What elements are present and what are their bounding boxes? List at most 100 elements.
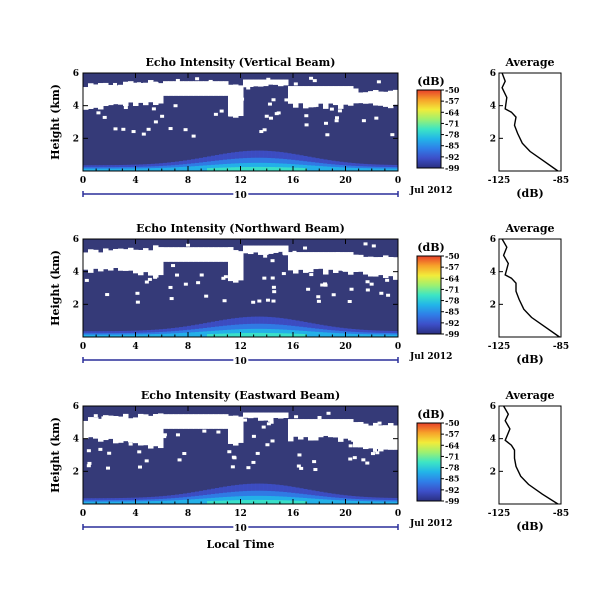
echo-band-cell xyxy=(339,333,344,337)
noecho-cell xyxy=(133,249,139,274)
noecho-speck xyxy=(251,300,256,304)
noecho-speck xyxy=(86,449,91,453)
noecho-speck xyxy=(376,80,381,84)
echo-band-cell xyxy=(131,334,136,337)
noecho-speck xyxy=(341,268,346,272)
y-axis-label: Height (km) xyxy=(49,417,62,493)
noecho-speck xyxy=(174,424,179,428)
echo-band-cell xyxy=(143,501,148,504)
noecho-speck xyxy=(175,273,180,277)
echo-band-cell xyxy=(299,333,304,337)
noecho-cell xyxy=(183,247,189,262)
echo-band-cell xyxy=(271,500,276,504)
x-tick-label: 12 xyxy=(234,176,247,186)
noecho-speck xyxy=(266,249,271,253)
colorbar-tick-label: -64 xyxy=(445,273,460,283)
noecho-speck xyxy=(117,421,122,425)
echo-band-cell xyxy=(131,501,136,504)
day-label: 10 xyxy=(234,524,247,534)
echo-band-cell xyxy=(387,168,392,171)
colorbar-tick-label: -85 xyxy=(445,474,459,484)
noecho-cell xyxy=(388,90,394,109)
day-label: 10 xyxy=(234,191,247,201)
echo-band-cell xyxy=(119,168,124,171)
noecho-cell xyxy=(168,247,174,262)
echo-band-cell xyxy=(255,166,260,171)
noecho-cell xyxy=(183,81,189,96)
noecho-cell xyxy=(118,248,124,271)
average-title: Average xyxy=(504,389,554,402)
avg-x-tick-label: -125 xyxy=(488,342,511,352)
colorbar-tick-label: -50 xyxy=(445,251,460,261)
noecho-cell xyxy=(158,247,164,276)
echo-band-cell xyxy=(303,333,308,337)
noecho-cell xyxy=(108,250,114,271)
noecho-speck xyxy=(348,457,353,461)
noecho-speck xyxy=(93,414,98,418)
colorbar-tick-label: -92 xyxy=(445,485,459,495)
noecho-cell xyxy=(113,248,119,268)
echo-band-cell xyxy=(187,166,192,171)
noecho-speck xyxy=(269,420,274,424)
echo-band-cell xyxy=(183,332,188,337)
noecho-cell xyxy=(213,247,219,262)
echo-band-cell xyxy=(327,332,332,337)
echo-band-cell xyxy=(219,500,224,504)
echo-band-cell xyxy=(239,333,244,337)
echo-band-cell xyxy=(363,334,368,337)
average-xlabel: (dB) xyxy=(516,353,543,366)
noecho-cell xyxy=(358,92,364,104)
month-label: Jul 2012 xyxy=(409,519,452,529)
noecho-cell xyxy=(238,251,244,281)
echo-band-cell xyxy=(91,334,96,337)
avg-x-tick-label: -85 xyxy=(553,509,569,519)
noecho-cell xyxy=(283,245,289,256)
avg-y-tick-label: 6 xyxy=(490,402,496,412)
noecho-speck xyxy=(102,115,107,119)
noecho-cell xyxy=(353,88,359,104)
noecho-speck xyxy=(370,452,375,456)
avg-y-tick-label: 6 xyxy=(490,235,496,245)
noecho-cell xyxy=(383,255,389,278)
colorbar-tick-label: -99 xyxy=(445,163,460,173)
noecho-speck xyxy=(240,97,245,101)
noecho-speck xyxy=(379,291,384,295)
noecho-cell xyxy=(168,414,174,429)
average-frame xyxy=(498,72,562,172)
avg-y-tick-label: 4 xyxy=(490,435,496,445)
panel-2: Echo Intensity (Northward Beam)0 4 8 12 16 20… xyxy=(49,222,569,369)
noecho-speck xyxy=(191,134,196,138)
noecho-speck xyxy=(196,281,201,285)
noecho-cell xyxy=(293,86,299,108)
echo-band-cell xyxy=(243,333,248,337)
echo-band-cell xyxy=(131,168,136,171)
colorbar-tick-label: -85 xyxy=(445,141,459,151)
echo-band-cell xyxy=(203,165,208,171)
noecho-cell xyxy=(158,83,164,104)
noecho-speck xyxy=(259,130,264,134)
noecho-speck xyxy=(372,448,377,452)
colorbar-tick-label: -50 xyxy=(445,85,460,95)
noecho-cell xyxy=(98,252,104,272)
colorbar-tick-label: -71 xyxy=(445,284,459,294)
echo-band-cell xyxy=(351,333,356,337)
echo-band-cell xyxy=(227,333,232,337)
noecho-cell xyxy=(238,85,244,117)
noecho-speck xyxy=(385,278,390,282)
noecho-speck xyxy=(292,250,297,254)
echo-band-cell xyxy=(87,334,92,337)
noecho-cell xyxy=(238,416,244,443)
echo-band-cell xyxy=(395,501,398,504)
noecho-cell xyxy=(348,252,354,275)
noecho-speck xyxy=(297,453,302,457)
echo-band-cell xyxy=(83,168,88,171)
noecho-cell xyxy=(333,419,339,438)
echo-band-cell xyxy=(379,168,384,171)
echo-band-cell xyxy=(307,165,312,171)
noecho-cell xyxy=(253,245,259,253)
y-axis-label: Height (km) xyxy=(49,84,62,160)
echo-band-cell xyxy=(259,499,264,504)
x-tick-label: 12 xyxy=(234,509,247,519)
noecho-cell xyxy=(203,81,209,96)
noecho-speck xyxy=(168,285,173,289)
